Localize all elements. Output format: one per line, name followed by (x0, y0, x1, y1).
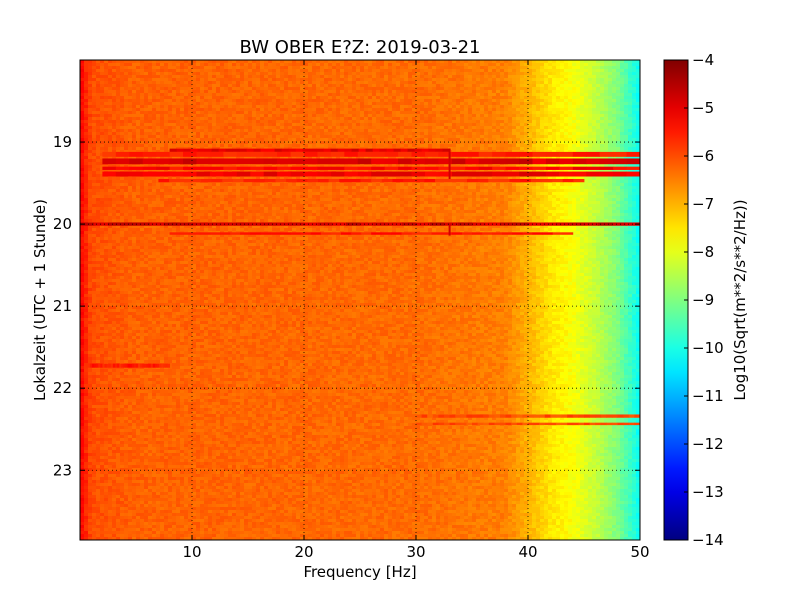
colorbar-tick-label: −11 (692, 387, 724, 405)
y-tick-label: 19 (53, 133, 72, 151)
heatmap-background (80, 60, 641, 541)
heatmap-band (170, 232, 574, 234)
heatmap-band (102, 167, 640, 170)
x-tick-label: 50 (630, 543, 649, 561)
heatmap-band (158, 179, 584, 182)
colorbar-tick-label: −9 (692, 291, 714, 309)
colorbar-tick-label: −14 (692, 531, 724, 549)
y-tick-label: 22 (53, 379, 72, 397)
x-tick-label: 20 (294, 543, 313, 561)
x-tick-label: 10 (182, 543, 201, 561)
colorbar-label: Log10(Sqrt(m**2/s**2/Hz)) (731, 199, 749, 400)
colorbar-tick-label: −8 (692, 243, 714, 261)
colorbar-tick-label: −12 (692, 435, 724, 453)
y-tick-label: 23 (53, 461, 72, 479)
heatmap-band (102, 152, 640, 157)
colorbar-tick-label: −6 (692, 147, 714, 165)
heatmap-band (102, 158, 640, 164)
heatmap-band (170, 149, 450, 152)
y-tick-label: 21 (53, 297, 72, 315)
y-tick-label: 20 (53, 215, 72, 233)
colorbar-ticks: −4 −5 −6 −7 −8 −9 −10 −11 −12 −13 −14 (684, 51, 724, 549)
x-tick-label: 30 (406, 543, 425, 561)
plot-area (80, 60, 641, 541)
heatmap-band (102, 172, 640, 177)
colorbar-tick-label: −10 (692, 339, 724, 357)
heatmap-band (86, 364, 170, 368)
x-tick-label: 40 (518, 543, 537, 561)
colorbar-tick-label: −7 (692, 195, 714, 213)
colorbar-tick-label: −5 (692, 99, 714, 117)
colorbar-tick-label: −13 (692, 483, 724, 501)
colorbar-tick-label: −4 (692, 51, 714, 69)
heatmap-spike (449, 224, 451, 235)
y-axis-label: Lokalzeit (UTC + 1 Stunde) (31, 199, 49, 401)
heatmap-spike (449, 149, 451, 179)
chart-title: BW OBER E?Z: 2019-03-21 (240, 37, 481, 58)
x-axis-label: Frequency [Hz] (303, 563, 416, 581)
